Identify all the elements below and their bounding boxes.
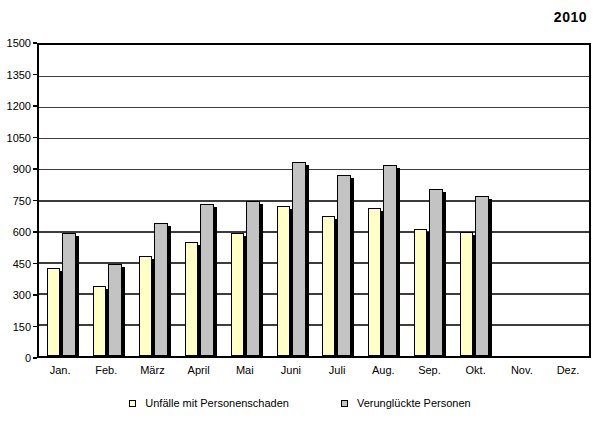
bar-series-1: [292, 162, 306, 356]
bar-series-0: [231, 233, 244, 356]
bar-group-okt: [451, 45, 497, 356]
bar-series-0: [139, 256, 152, 356]
y-axis-tick-label: 600: [0, 226, 31, 239]
x-axis-tick-label: Dez.: [545, 364, 591, 376]
bar-series-0: [460, 232, 473, 356]
bar-series-0: [277, 206, 290, 356]
y-axis-tick-label: 1350: [0, 69, 31, 82]
y-axis-tick-mark: [33, 105, 37, 107]
bar-group-nov: [497, 45, 543, 356]
y-axis-tick-mark: [33, 168, 37, 170]
bar-group-juni: [268, 45, 314, 356]
bar-series-1: [383, 165, 397, 356]
y-axis-tick-label: 900: [0, 163, 31, 176]
bar-group-mai: [222, 45, 268, 356]
bar-series-1: [475, 196, 489, 356]
y-axis-tick-label: 750: [0, 195, 31, 208]
y-axis-tick-label: 0: [0, 352, 31, 365]
bar-group-sep: [406, 45, 452, 356]
y-axis-tick-mark: [33, 357, 37, 359]
x-axis: Jan.Feb.MärzAprilMaiJuniJuliAug.Sep.Okt.…: [37, 364, 591, 376]
legend-item-unfaelle: Unfälle mit Personenschaden: [129, 397, 289, 409]
bar-group-feb: [85, 45, 131, 356]
legend-marker-square-icon: [341, 400, 348, 407]
bar-group-juli: [314, 45, 360, 356]
bar-series-0: [322, 216, 335, 356]
legend-marker-square-icon: [129, 400, 136, 407]
bar-group-aug: [360, 45, 406, 356]
legend-label: Verunglückte Personen: [357, 397, 471, 409]
bar-series-0: [47, 268, 60, 356]
y-axis-tick-mark: [33, 137, 37, 139]
bar-series-1: [154, 223, 168, 356]
y-axis-tick-mark: [33, 74, 37, 76]
x-axis-tick-label: Nov.: [499, 364, 545, 376]
x-axis-tick-label: März: [129, 364, 175, 376]
x-axis-tick-label: Mai: [222, 364, 268, 376]
bar-series-1: [246, 201, 260, 357]
x-axis-tick-label: Aug.: [360, 364, 406, 376]
legend-label: Unfälle mit Personenschaden: [145, 397, 289, 409]
bar-group-april: [176, 45, 222, 356]
x-axis-tick-label: Jan.: [37, 364, 83, 376]
bar-series-0: [368, 208, 381, 356]
chart-title: 2010: [554, 9, 587, 25]
bar-group-jan: [39, 45, 85, 356]
y-axis-tick-mark: [33, 294, 37, 296]
bar-series-1: [108, 264, 122, 356]
y-axis-tick-mark: [33, 42, 37, 44]
y-axis-tick-mark: [33, 231, 37, 233]
y-axis-tick-mark: [33, 200, 37, 202]
y-axis-tick-label: 300: [0, 289, 31, 302]
plot-area: [37, 43, 591, 358]
y-axis-tick-label: 1500: [0, 37, 31, 50]
legend: Unfälle mit Personenschaden Verunglückte…: [0, 397, 600, 409]
y-axis: 15001350120010509007506004503001500: [0, 43, 31, 358]
bar-series-1: [200, 204, 214, 356]
x-axis-tick-label: Okt.: [453, 364, 499, 376]
bar-series-1: [62, 233, 76, 356]
x-axis-tick-label: Feb.: [83, 364, 129, 376]
bar-series-0: [185, 242, 198, 356]
bar-series-1: [337, 175, 351, 356]
x-axis-tick-label: April: [176, 364, 222, 376]
x-axis-tick-label: Juli: [314, 364, 360, 376]
y-axis-tick-label: 150: [0, 321, 31, 334]
bar-series-0: [93, 286, 106, 356]
y-axis-tick-label: 450: [0, 258, 31, 271]
legend-item-verunglueckte: Verunglückte Personen: [341, 397, 471, 409]
bar-group-dez: [543, 45, 589, 356]
y-axis-tick-label: 1050: [0, 132, 31, 145]
x-axis-tick-label: Sep.: [406, 364, 452, 376]
y-axis-tick-label: 1200: [0, 100, 31, 113]
chart-figure: 2010 15001350120010509007506004503001500…: [0, 0, 600, 423]
y-axis-tick-mark: [33, 263, 37, 265]
bar-group-märz: [131, 45, 177, 356]
y-axis-tick-mark: [33, 326, 37, 328]
x-axis-tick-label: Juni: [268, 364, 314, 376]
bar-series-1: [429, 189, 443, 356]
bar-series-0: [414, 229, 427, 357]
bar-groups-container: [39, 45, 589, 356]
